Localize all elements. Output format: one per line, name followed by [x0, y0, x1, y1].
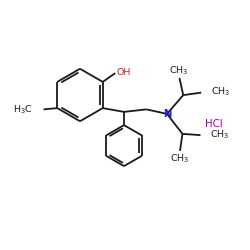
Text: OH: OH — [116, 68, 130, 77]
Text: CH$_3$: CH$_3$ — [211, 85, 231, 98]
Text: N: N — [163, 109, 171, 119]
Text: HCl: HCl — [206, 120, 223, 130]
Text: CH$_3$: CH$_3$ — [170, 152, 190, 165]
Text: H$_3$C: H$_3$C — [13, 103, 33, 116]
Text: CH$_3$: CH$_3$ — [169, 64, 189, 77]
Text: CH$_3$: CH$_3$ — [210, 129, 230, 141]
